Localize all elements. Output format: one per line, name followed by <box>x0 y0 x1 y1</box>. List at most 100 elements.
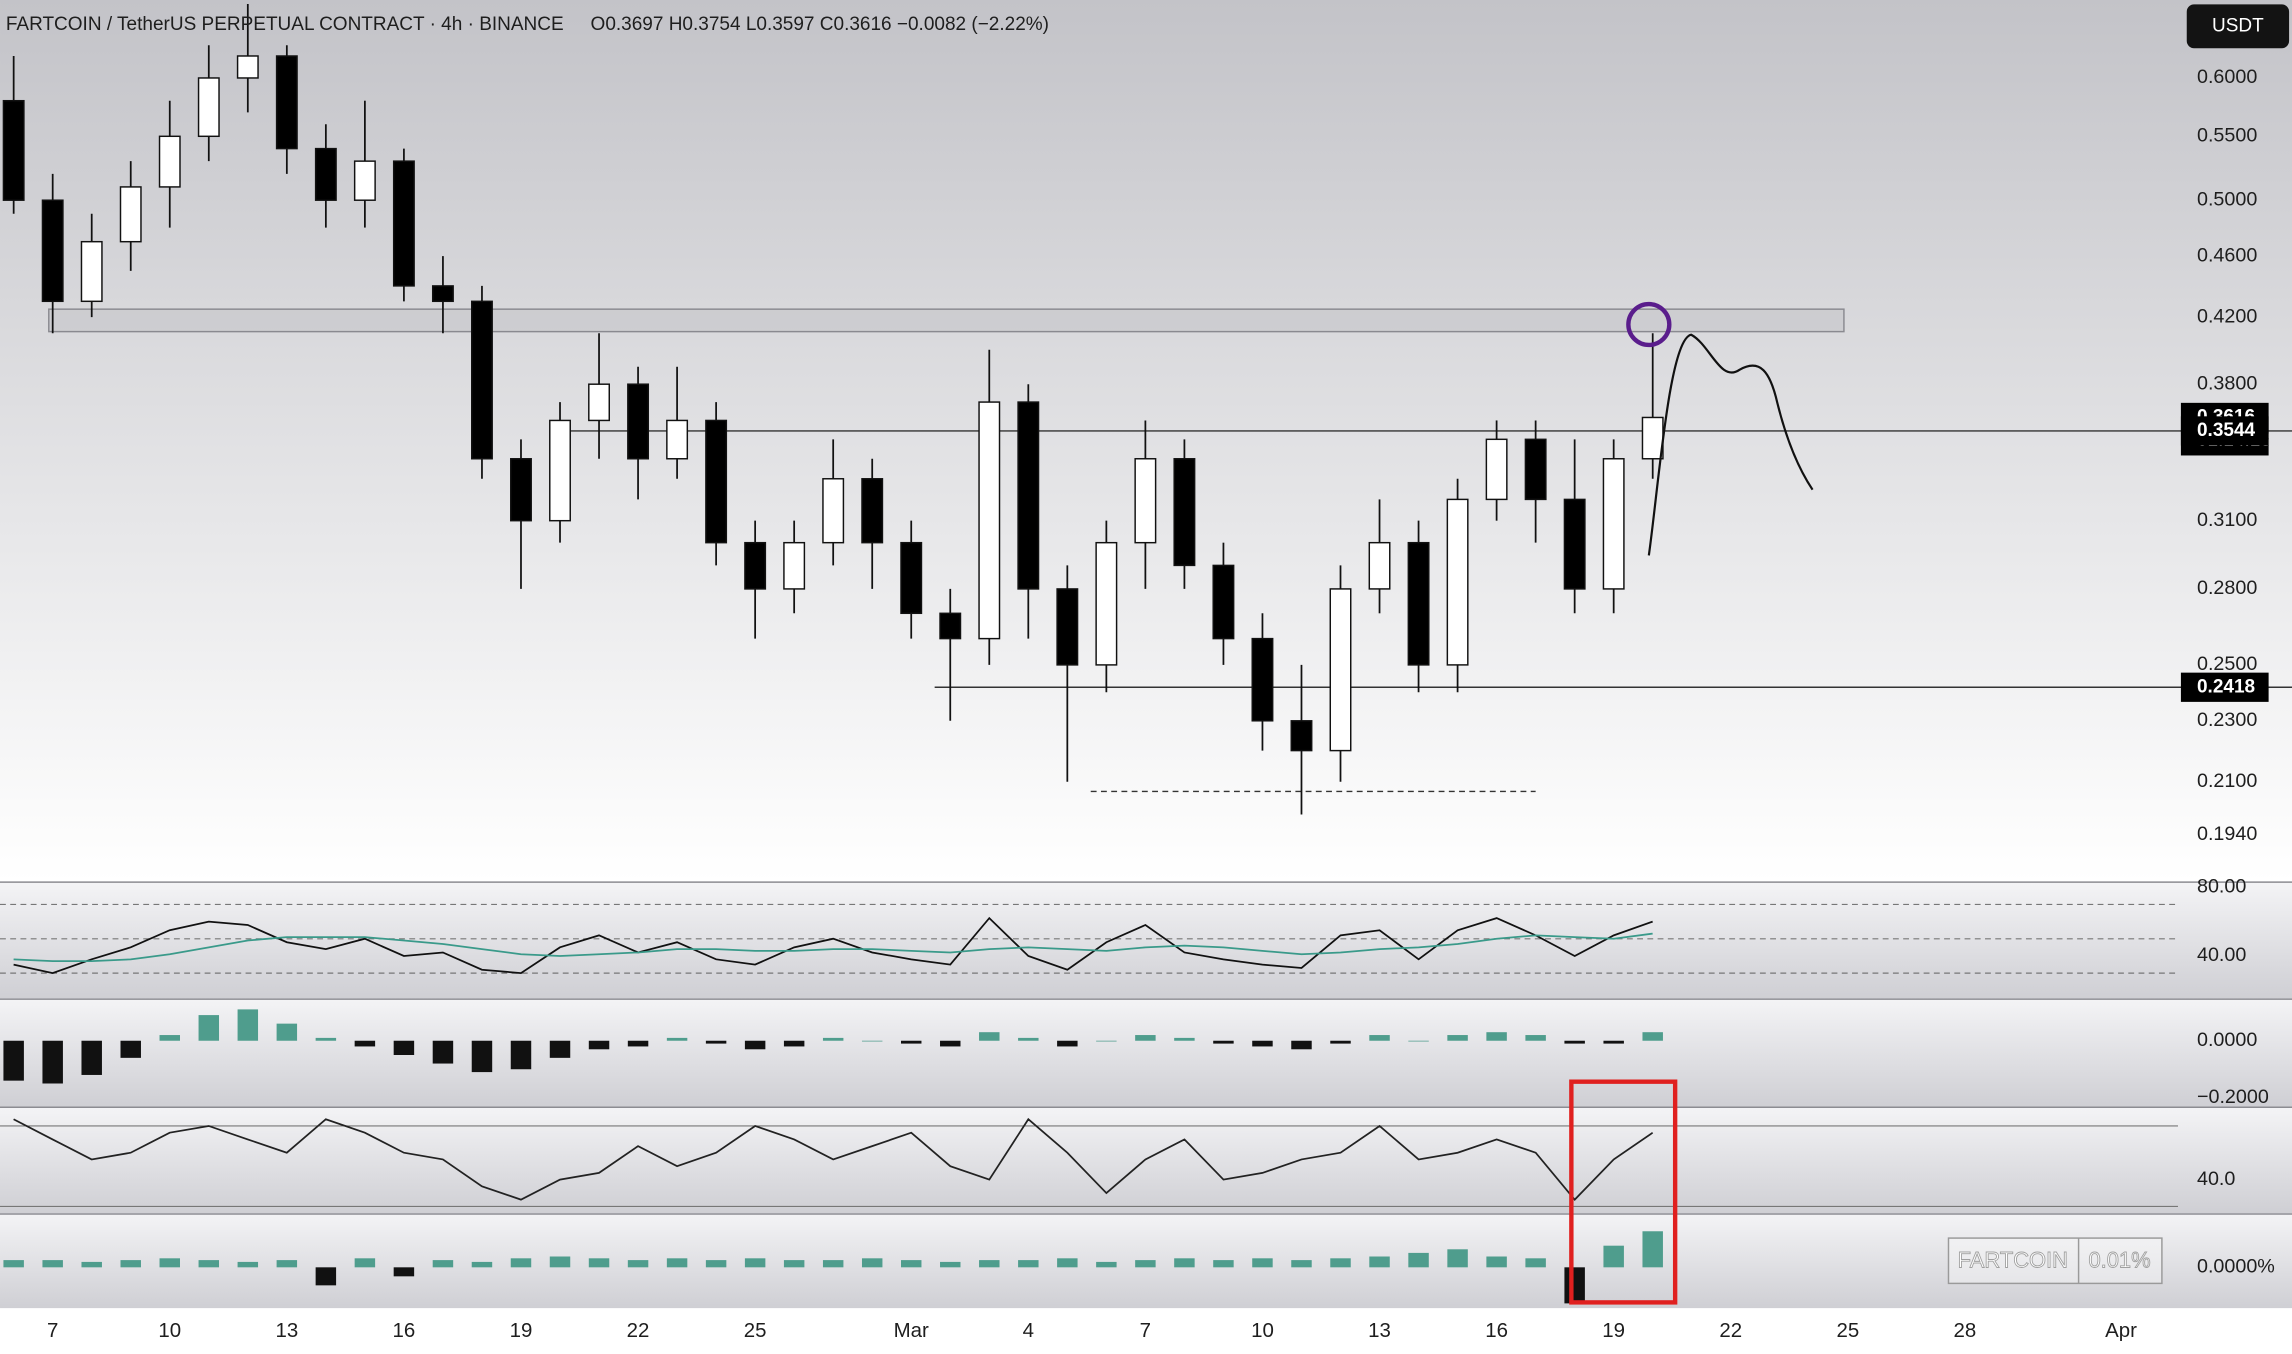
histogram-bar <box>1135 1035 1156 1041</box>
candle-body <box>588 383 610 422</box>
histogram-bar <box>3 1040 24 1081</box>
y-tick-label: 80.00 <box>2197 875 2246 897</box>
currency-button[interactable] <box>2186 4 2290 49</box>
candle-body <box>549 419 571 522</box>
histogram-bar <box>1018 1260 1039 1268</box>
candle-body <box>1017 401 1040 590</box>
y-tick-label: 0.0000 <box>2197 1029 2257 1051</box>
histogram-bar <box>1564 1267 1585 1304</box>
highlight-box <box>1569 1079 1678 1305</box>
symbol-title: FARTCOIN / TetherUS PERPETUAL CONTRACT ·… <box>6 14 564 35</box>
histogram-bar <box>1603 1245 1624 1268</box>
histogram-bar <box>1408 1040 1429 1042</box>
histogram-bar <box>198 1260 220 1268</box>
y-tick-label: 0.3100 <box>2197 509 2257 531</box>
histogram-bar <box>861 1258 883 1268</box>
histogram-bar <box>1057 1258 1078 1268</box>
histogram-bar <box>1057 1040 1078 1047</box>
histogram-bar <box>237 1261 259 1268</box>
x-tick-label: 10 <box>158 1319 181 1342</box>
indicator-line <box>13 1117 1654 1201</box>
candle-body <box>275 55 298 150</box>
histogram-bar <box>159 1035 180 1041</box>
candle-body <box>705 419 728 544</box>
x-tick-label: 13 <box>275 1319 298 1342</box>
y-tick-label: 0.3800 <box>2197 372 2257 394</box>
y-tick-label: 0.2500 <box>2197 653 2257 675</box>
legend-box <box>1947 1237 2163 1285</box>
histogram-bar <box>276 1260 298 1268</box>
candle-body <box>314 147 337 201</box>
x-tick-label: 16 <box>393 1319 416 1342</box>
histogram-bar <box>471 1040 493 1073</box>
x-tick-label: 22 <box>627 1319 650 1342</box>
histogram-bar <box>979 1032 1000 1041</box>
histogram-bar <box>315 1267 337 1286</box>
candle-body <box>1134 458 1157 544</box>
histogram-bar <box>393 1267 415 1277</box>
x-tick-label: 4 <box>1023 1319 1034 1342</box>
pane-separators <box>0 881 2292 1215</box>
ohlc-readout: O0.3697 H0.3754 L0.3597 C0.3616 −0.0082 … <box>591 14 1049 35</box>
indicator-line <box>13 932 1653 962</box>
resistance-zone <box>48 308 1845 333</box>
x-tick-label: 25 <box>1836 1319 1859 1342</box>
candle-body <box>80 240 103 303</box>
candle-body <box>1173 458 1196 567</box>
x-tick-label: 10 <box>1251 1319 1274 1342</box>
histogram-bar <box>549 1040 571 1058</box>
x-tick-label: Apr <box>2105 1319 2137 1342</box>
histogram-bar <box>315 1037 337 1041</box>
plot: 7 10 13 16 19 22 25 Mar 4 7 10 13 16 19 22 25 28 Apr 0.600… <box>0 3 2292 1342</box>
x-tick-label: 22 <box>1719 1319 1742 1342</box>
histogram-bar <box>81 1261 102 1268</box>
candle-body <box>41 199 64 303</box>
histogram-bar <box>198 1015 220 1041</box>
histogram-bar <box>1525 1258 1546 1268</box>
histogram-bar <box>901 1040 922 1044</box>
histogram-bar <box>1642 1032 1663 1041</box>
histogram-bar <box>783 1260 805 1268</box>
y-tick-label: 40.0 <box>2197 1168 2235 1190</box>
histogram-bar <box>588 1040 610 1050</box>
histogram-bar <box>120 1260 141 1268</box>
price-tag <box>2180 672 2269 702</box>
histogram-bar <box>1096 1040 1117 1042</box>
histogram-bar <box>1174 1037 1195 1041</box>
histogram-bar <box>432 1260 454 1268</box>
candle-body <box>1212 564 1235 640</box>
histogram-bar <box>822 1037 844 1041</box>
currency-label[interactable]: USDT <box>2212 15 2264 36</box>
candle-body <box>119 186 142 243</box>
indicator-line <box>13 916 1653 974</box>
legend-value: 0.01% <box>2088 1247 2150 1272</box>
y-tick-label: 0.2800 <box>2197 577 2257 599</box>
x-tick-label: Mar <box>894 1319 929 1342</box>
x-tick-label: 28 <box>1954 1319 1977 1342</box>
price-tag <box>2180 416 2269 446</box>
candle-body <box>510 458 532 522</box>
candle-body <box>744 541 767 590</box>
y-tick-label: 0.2100 <box>2197 770 2257 792</box>
histogram-bar <box>510 1258 532 1268</box>
histogram-bar <box>510 1040 532 1070</box>
x-tick-label: 25 <box>744 1319 767 1342</box>
candle-body <box>1524 438 1547 501</box>
y-tick-label: 0.1940 <box>2197 823 2257 845</box>
histogram-bar <box>744 1040 766 1050</box>
candle-body <box>1446 498 1469 666</box>
histogram-bar <box>627 1040 649 1047</box>
y-tick-label: −0.2000 <box>2197 1086 2269 1108</box>
candle-body <box>627 383 650 460</box>
x-tick-label: 19 <box>510 1319 533 1342</box>
histogram-bar <box>1642 1231 1663 1268</box>
histogram-bar <box>783 1040 805 1047</box>
x-tick-label: 7 <box>47 1319 58 1342</box>
histogram-bar <box>666 1258 688 1268</box>
candle-body <box>1095 541 1118 666</box>
histogram-bar <box>81 1040 102 1075</box>
candle-body <box>1329 588 1352 752</box>
histogram-bar <box>42 1040 63 1084</box>
price-tag-label: 0.3544 <box>2197 420 2256 441</box>
